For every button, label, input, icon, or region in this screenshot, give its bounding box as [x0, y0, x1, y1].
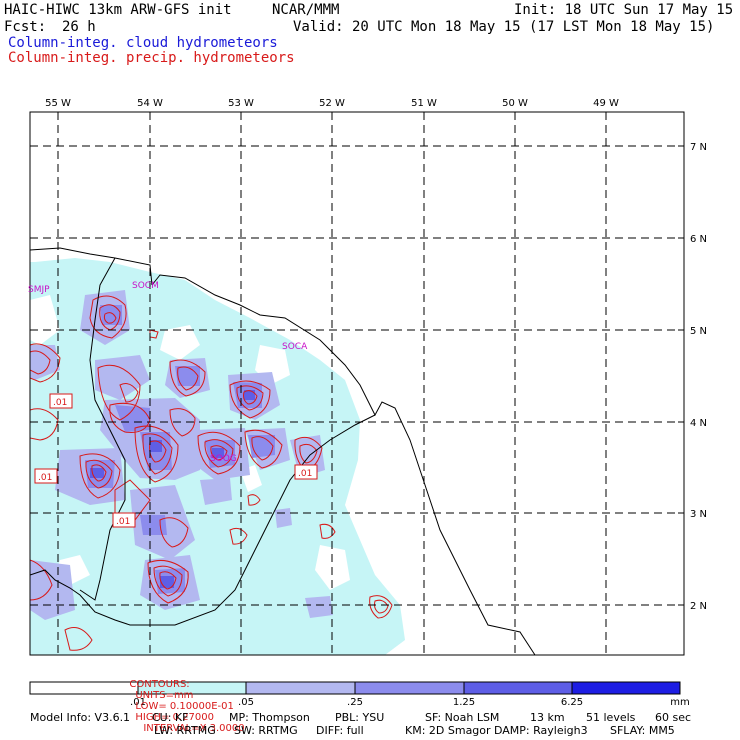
lat-label-7n: 7 N: [690, 142, 707, 153]
model-info-resolution: 13 km: [530, 711, 565, 724]
model-info-sf: SF: Noah LSM: [425, 711, 500, 724]
model-info-sflay: SFLAY: MM5: [610, 724, 675, 737]
model-info-mp: MP: Thompson: [229, 711, 310, 724]
model-info-levels: 51 levels: [586, 711, 636, 724]
contours-low: LOW= 0.10000E-01: [135, 701, 234, 712]
lon-label-52w: 52 W: [319, 98, 345, 109]
field-title-precip: Column-integ. precip. hydrometeors: [8, 50, 295, 66]
colorbar-swatch: [354, 681, 465, 695]
station-soca: SOCA: [282, 342, 308, 352]
lon-label-50w: 50 W: [502, 98, 528, 109]
colorbar-tick: 6.25: [561, 697, 583, 708]
contours-prefix: CONTOURS:: [129, 679, 190, 690]
model-info-timestep: 60 sec: [655, 711, 692, 724]
lat-label-4n: 4 N: [690, 418, 707, 429]
colorbar-tick: .01: [130, 697, 146, 708]
contours-high: HIGH= 0.27000: [135, 712, 215, 723]
colorbar-swatch: [245, 681, 356, 695]
contour-label: .01: [53, 398, 67, 408]
precip-contours: [30, 295, 393, 651]
lon-label-54w: 54 W: [137, 98, 163, 109]
colorbar-tick: .05: [238, 697, 254, 708]
lon-label-51w: 51 W: [411, 98, 437, 109]
lat-label-6n: 6 N: [690, 234, 707, 245]
org-label: NCAR/MMM: [272, 2, 340, 18]
colorbar-swatch: [463, 681, 573, 695]
contour-label: .01: [298, 469, 312, 479]
contours-units: UNITS=mm: [135, 690, 194, 701]
lat-label-5n: 5 N: [690, 326, 707, 337]
model-info-km: KM: 2D Smagor: [405, 724, 491, 737]
colorbar-swatch: [29, 681, 139, 695]
map-frame: [29, 111, 685, 656]
init-time: Init: 18 UTC Sun 17 May 15: [514, 2, 734, 18]
contour-label: .01: [116, 517, 130, 527]
model-info-damp: DAMP: Rayleigh3: [494, 724, 588, 737]
colorbar: [29, 681, 681, 695]
valid-time: Valid: 20 UTC Mon 18 May 15 (17 LST Mon …: [293, 19, 715, 35]
colorbar-swatch: [571, 681, 681, 695]
contours-interval: INTERVAL=X 3.0000: [143, 723, 245, 734]
model-info-pbl: PBL: YSU: [335, 711, 385, 724]
model-info-version: Model Info: V3.6.1: [30, 711, 131, 724]
lat-label-3n: 3 N: [690, 509, 707, 520]
lon-label-49w: 49 W: [593, 98, 619, 109]
contour-label: .01: [38, 473, 52, 483]
field-title-cloud: Column-integ. cloud hydrometeors: [8, 35, 278, 51]
contours-info: CONTOURS: UNITS=mm LOW= 0.10000E-01 HIGH…: [123, 668, 245, 734]
lon-label-55w: 55 W: [45, 98, 71, 109]
lat-label-2n: 2 N: [690, 601, 707, 612]
forecast-label: Fcst:: [4, 19, 47, 35]
colorbar-tick: 1.25: [453, 697, 475, 708]
model-info-sw: SW: RRTMG: [234, 724, 298, 737]
axis-ticks: [57, 112, 684, 606]
station-smjp: SMJP: [28, 285, 50, 295]
lat-lon-grid: [30, 112, 684, 655]
station-socm: SOCM: [132, 281, 159, 291]
coastlines-borders: [30, 247, 536, 655]
colorbar-unit: mm: [670, 697, 689, 708]
station-soog: SOOG: [210, 454, 237, 464]
model-info-cu: CU: KF: [152, 711, 189, 724]
model-info-lw: LW: RRTMG: [154, 724, 216, 737]
model-info-diff: DIFF: full: [316, 724, 364, 737]
colorbar-tick: .25: [347, 697, 363, 708]
lon-label-53w: 53 W: [228, 98, 254, 109]
model-title: HAIC-HIWC 13km ARW-GFS init: [4, 2, 232, 18]
forecast-hour: 26 h: [62, 19, 96, 35]
